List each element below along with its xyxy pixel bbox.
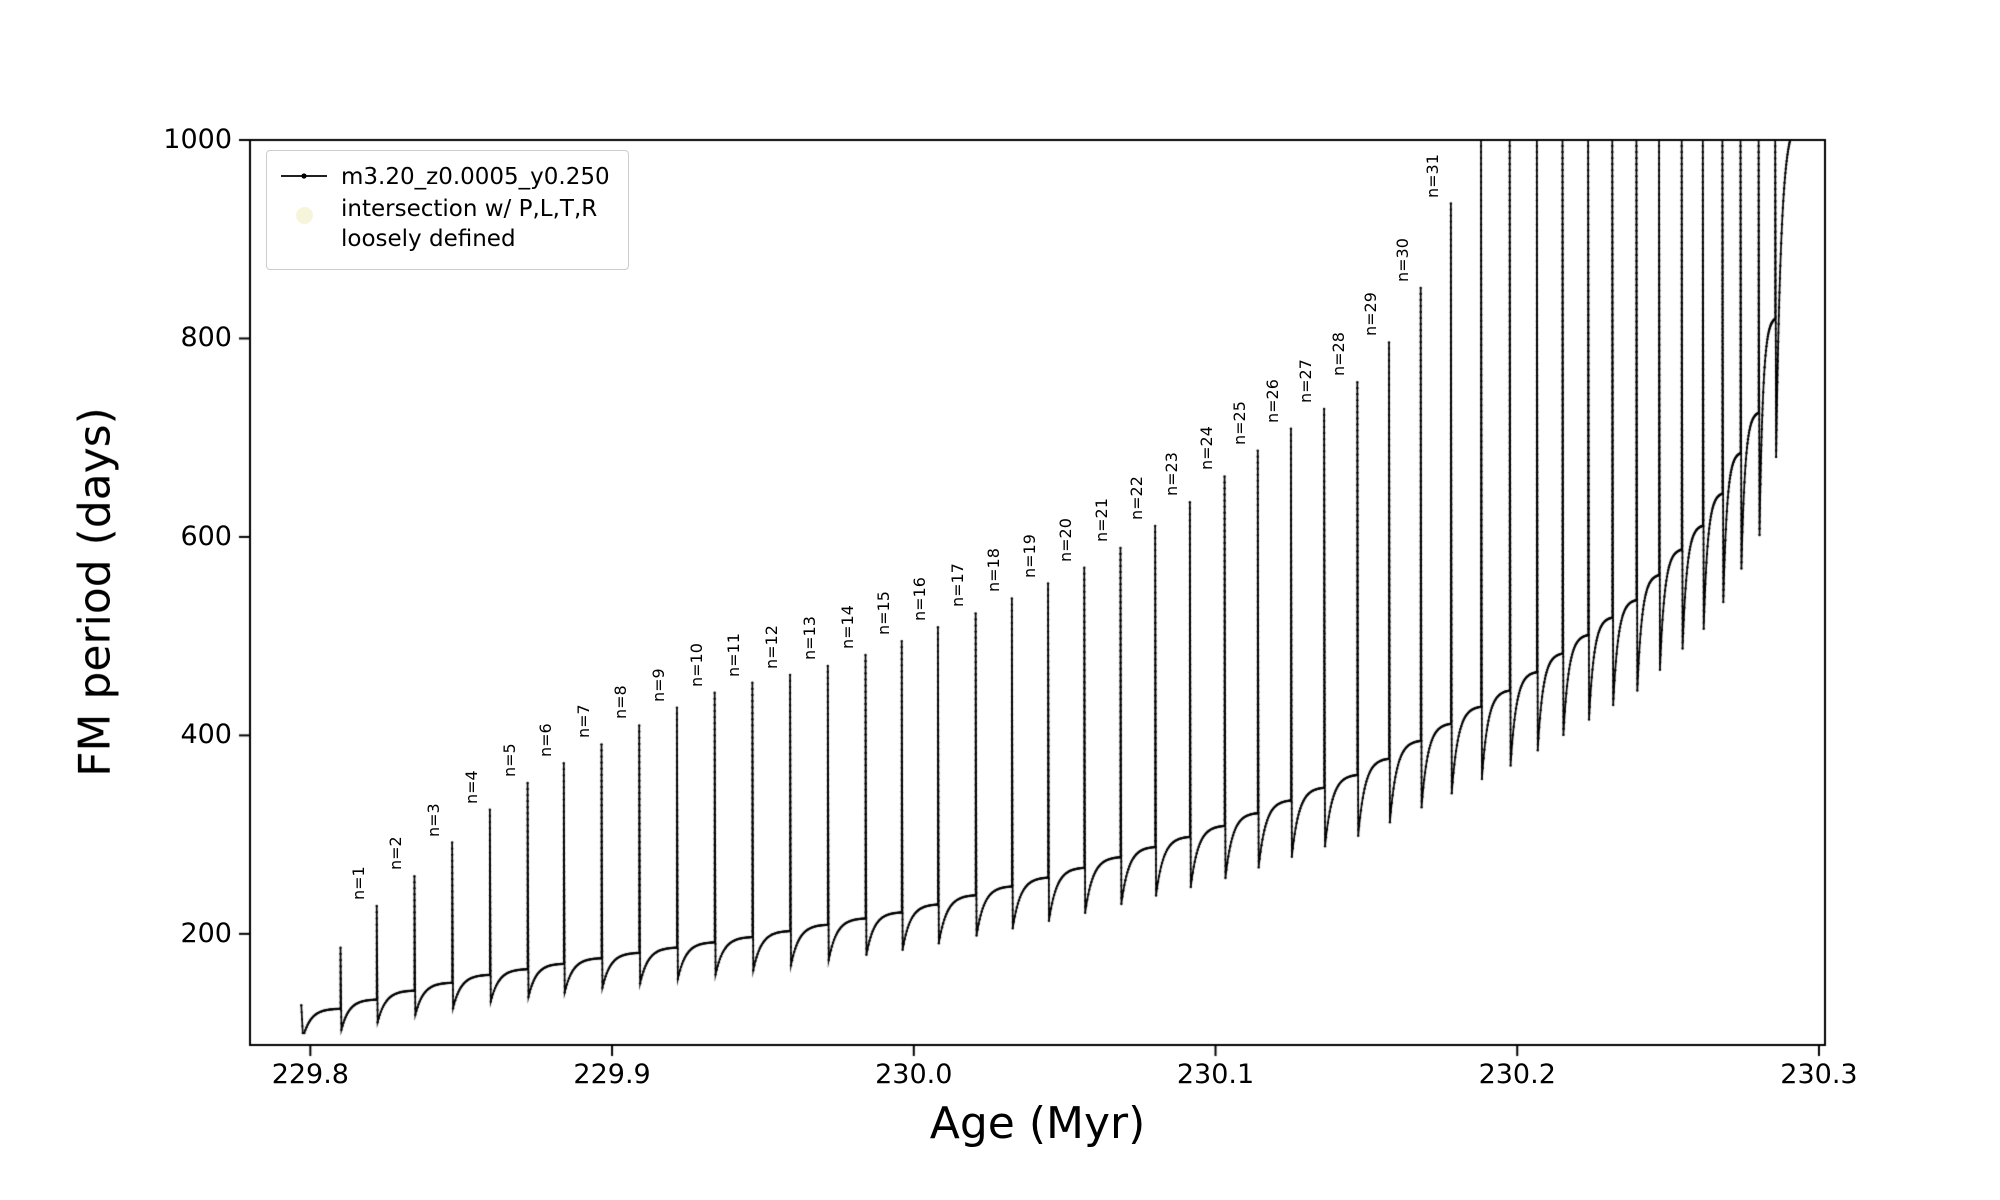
spike-label-n27: n=27 bbox=[1296, 359, 1316, 403]
legend-intersection-line2: loosely defined bbox=[341, 225, 516, 252]
spike-label-n14: n=14 bbox=[837, 605, 857, 650]
spike-label-n24: n=24 bbox=[1196, 426, 1216, 471]
legend-item-series: m3.20_z0.0005_y0.250 bbox=[279, 163, 610, 193]
x-tick-label: 229.9 bbox=[573, 1059, 651, 1090]
spike-label-n31: n=31 bbox=[1422, 153, 1442, 198]
spike-label-n16: n=16 bbox=[909, 577, 929, 622]
legend-intersection-line1: intersection w/ P,L,T,R bbox=[341, 195, 598, 222]
x-tick-label: 230.0 bbox=[875, 1059, 953, 1090]
series-line-marker-icon bbox=[281, 173, 327, 179]
x-tick-label: 230.3 bbox=[1780, 1059, 1858, 1090]
x-axis-label: Age (Myr) bbox=[929, 1098, 1146, 1149]
y-tick-label: 800 bbox=[180, 322, 232, 354]
spike-label-n15: n=15 bbox=[873, 591, 893, 636]
spike-label-n25: n=25 bbox=[1229, 400, 1249, 445]
spike-label-n20: n=20 bbox=[1056, 517, 1076, 562]
spike-label-n5: n=5 bbox=[499, 743, 519, 778]
spike-label-n28: n=28 bbox=[1329, 332, 1349, 377]
spike-label-n12: n=12 bbox=[762, 624, 782, 669]
y-axis-label: FM period (days) bbox=[69, 407, 121, 777]
y-tick-label: 600 bbox=[180, 520, 232, 552]
y-tick-label: 400 bbox=[180, 719, 232, 751]
spike-label-n8: n=8 bbox=[611, 685, 631, 720]
intersection-marker-icon bbox=[279, 201, 329, 224]
spike-label-n18: n=18 bbox=[983, 548, 1003, 593]
spike-label-n3: n=3 bbox=[424, 802, 444, 837]
legend-series-label: m3.20_z0.0005_y0.250 bbox=[341, 164, 610, 190]
spike-label-n21: n=21 bbox=[1092, 497, 1112, 542]
legend-intersection-label: intersection w/ P,L,T,R loosely defined bbox=[341, 195, 597, 255]
x-tick-label: 230.1 bbox=[1176, 1059, 1255, 1090]
spike-label-n22: n=22 bbox=[1127, 476, 1147, 520]
spike-label-n17: n=17 bbox=[947, 563, 967, 608]
legend: m3.20_z0.0005_y0.250 intersection w/ P,L… bbox=[266, 150, 629, 270]
spike-label-n26: n=26 bbox=[1262, 378, 1282, 423]
x-tick-label: 230.2 bbox=[1478, 1059, 1556, 1090]
spike-label-n9: n=9 bbox=[648, 667, 668, 702]
spike-label-n19: n=19 bbox=[1020, 533, 1040, 578]
spike-label-n6: n=6 bbox=[535, 723, 555, 758]
spike-label-n10: n=10 bbox=[686, 642, 706, 687]
spike-label-n13: n=13 bbox=[799, 616, 819, 660]
spike-label-n30: n=30 bbox=[1392, 237, 1412, 282]
spike-label-n29: n=29 bbox=[1361, 292, 1380, 337]
spike-label-n23: n=23 bbox=[1161, 452, 1181, 497]
spike-label-n4: n=4 bbox=[461, 770, 481, 804]
y-tick-label: 1000 bbox=[163, 124, 232, 155]
spike-label-n7: n=7 bbox=[573, 704, 593, 739]
spike-label-n11: n=11 bbox=[724, 632, 744, 677]
spike-label-n1: n=1 bbox=[348, 866, 368, 901]
x-tick-label: 229.8 bbox=[271, 1059, 349, 1090]
spike-label-n2: n=2 bbox=[386, 836, 406, 871]
y-tick-label: 200 bbox=[180, 917, 232, 949]
legend-item-intersection: intersection w/ P,L,T,R loosely defined bbox=[279, 195, 610, 255]
